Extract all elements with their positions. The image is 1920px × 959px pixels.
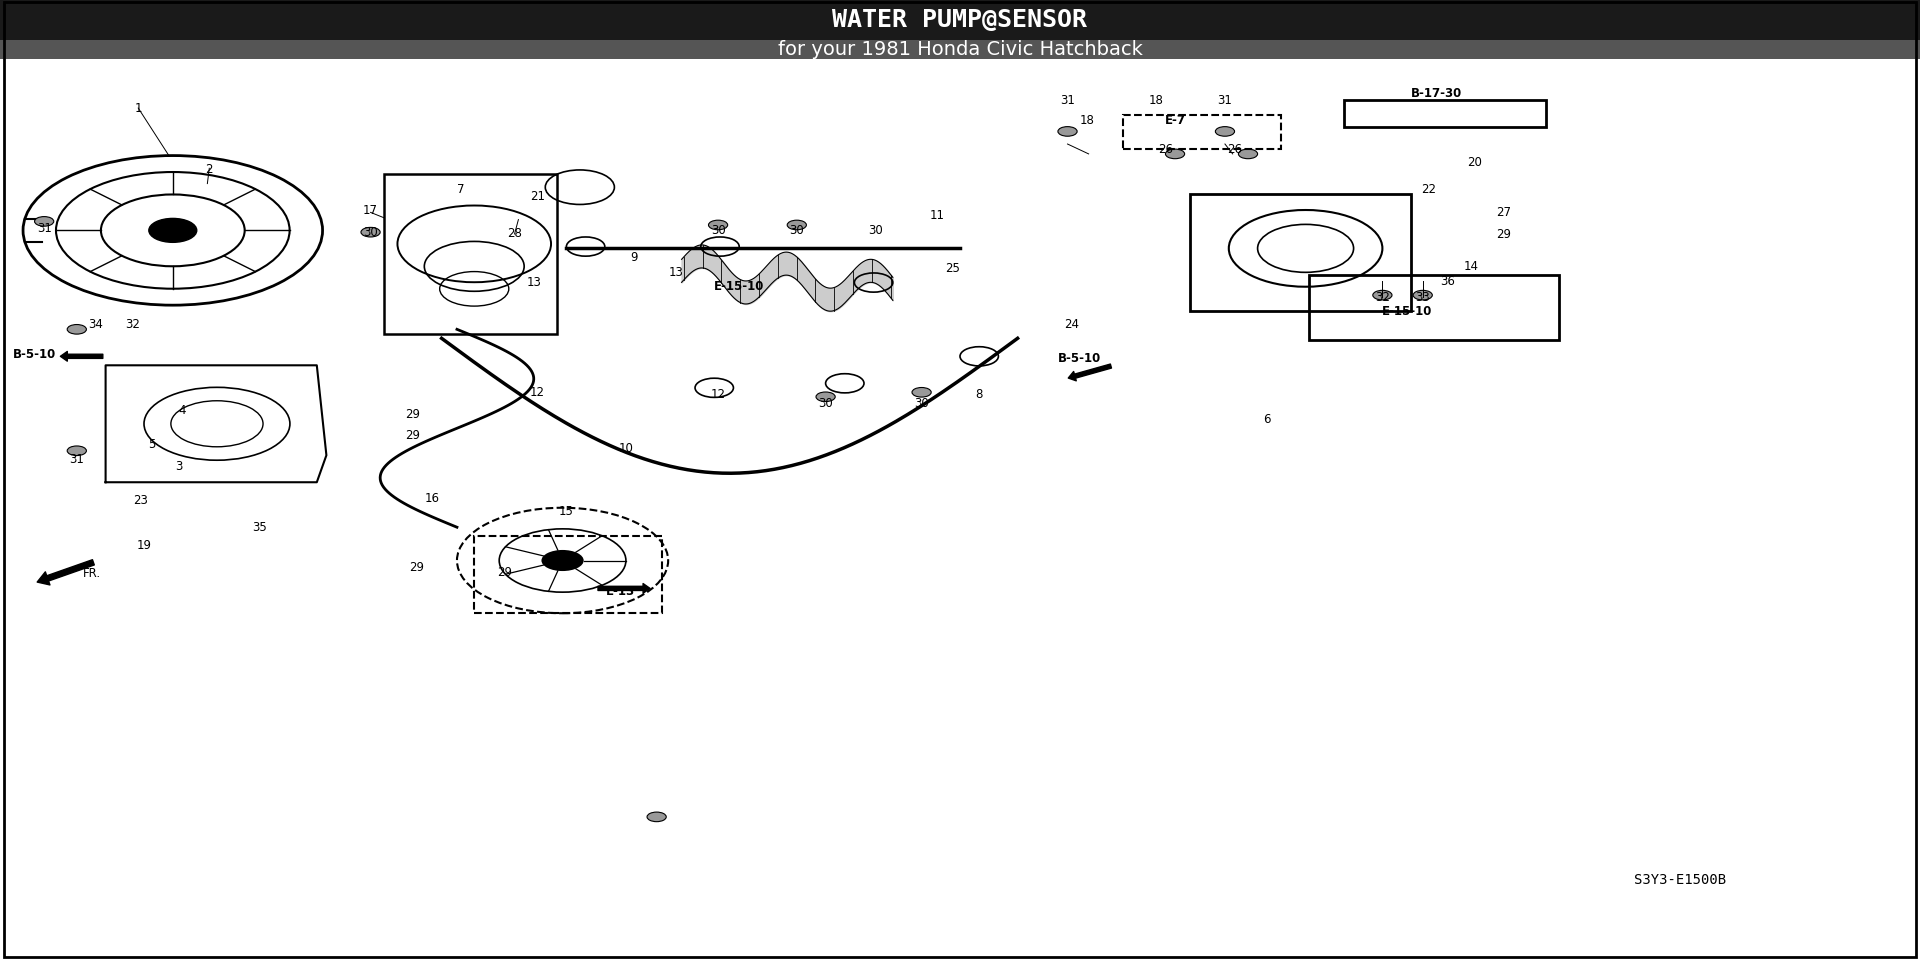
Text: 22: 22 <box>1421 183 1436 197</box>
Text: 20: 20 <box>1467 156 1482 170</box>
Circle shape <box>361 227 380 237</box>
Bar <box>1309 275 1559 340</box>
Text: 1: 1 <box>134 103 142 115</box>
Circle shape <box>647 812 666 822</box>
Text: 27: 27 <box>1496 206 1511 219</box>
Circle shape <box>787 221 806 230</box>
Text: 13: 13 <box>668 267 684 279</box>
Text: 30: 30 <box>914 397 929 409</box>
Text: 14: 14 <box>1463 260 1478 273</box>
Text: 21: 21 <box>530 190 545 202</box>
Circle shape <box>1373 291 1392 300</box>
Circle shape <box>708 221 728 230</box>
Text: 30: 30 <box>710 223 726 237</box>
Text: 4: 4 <box>179 404 186 417</box>
Text: 11: 11 <box>929 209 945 222</box>
Text: WATER PUMP@SENSOR: WATER PUMP@SENSOR <box>833 8 1087 33</box>
Text: 12: 12 <box>530 386 545 399</box>
Text: 31: 31 <box>1217 94 1233 107</box>
Circle shape <box>816 392 835 402</box>
Text: 7: 7 <box>457 183 465 197</box>
Text: 3: 3 <box>175 459 182 473</box>
Text: for your 1981 Honda Civic Hatchback: for your 1981 Honda Civic Hatchback <box>778 40 1142 59</box>
Text: 25: 25 <box>945 262 960 274</box>
Text: 6: 6 <box>1263 412 1271 426</box>
Text: 36: 36 <box>1440 275 1455 288</box>
Text: 24: 24 <box>1064 318 1079 331</box>
Text: 5: 5 <box>148 438 156 451</box>
Text: 29: 29 <box>409 561 424 574</box>
FancyArrowPatch shape <box>597 583 651 594</box>
Text: 33: 33 <box>1415 292 1430 304</box>
Text: 19: 19 <box>136 539 152 551</box>
Text: 10: 10 <box>618 442 634 456</box>
Text: 31: 31 <box>1060 94 1075 107</box>
Text: 17: 17 <box>363 204 378 217</box>
Circle shape <box>67 446 86 456</box>
Text: 15: 15 <box>559 505 574 519</box>
Text: E-15-10: E-15-10 <box>1382 305 1432 317</box>
Text: 30: 30 <box>868 223 883 237</box>
Bar <box>0 40 1920 59</box>
Bar <box>384 174 557 334</box>
Text: 13: 13 <box>526 276 541 289</box>
Text: 30: 30 <box>789 223 804 237</box>
Circle shape <box>1413 291 1432 300</box>
Text: 16: 16 <box>424 492 440 505</box>
Bar <box>1190 195 1411 312</box>
Text: S3Y3-E1500B: S3Y3-E1500B <box>1634 873 1726 887</box>
FancyArrowPatch shape <box>1068 364 1112 381</box>
Text: B-5-10: B-5-10 <box>13 348 56 361</box>
Text: E-7: E-7 <box>1165 114 1185 128</box>
Text: 34: 34 <box>88 318 104 331</box>
Text: 35: 35 <box>252 521 267 534</box>
Circle shape <box>35 217 54 226</box>
FancyArrowPatch shape <box>36 560 94 585</box>
Text: 32: 32 <box>125 318 140 331</box>
Text: 29: 29 <box>497 566 513 578</box>
Text: 9: 9 <box>630 251 637 264</box>
Circle shape <box>1058 127 1077 136</box>
Circle shape <box>912 387 931 397</box>
Text: 18: 18 <box>1079 114 1094 128</box>
Circle shape <box>150 219 196 243</box>
Bar <box>1344 100 1546 127</box>
Text: E-13: E-13 <box>605 586 636 598</box>
Text: 31: 31 <box>36 222 52 235</box>
Text: 29: 29 <box>1496 228 1511 242</box>
Text: E-15-10: E-15-10 <box>714 280 764 292</box>
Text: 23: 23 <box>132 494 148 506</box>
Text: 26: 26 <box>1158 143 1173 156</box>
Circle shape <box>1165 149 1185 158</box>
Circle shape <box>67 324 86 334</box>
Text: 31: 31 <box>69 454 84 466</box>
Text: 26: 26 <box>1227 143 1242 156</box>
Circle shape <box>1238 149 1258 158</box>
Bar <box>474 536 662 613</box>
Bar <box>1123 115 1281 150</box>
Text: 18: 18 <box>1148 94 1164 107</box>
Text: 30: 30 <box>363 225 378 239</box>
Text: 32: 32 <box>1375 292 1390 304</box>
Text: B-17-30: B-17-30 <box>1411 87 1461 100</box>
FancyArrowPatch shape <box>60 351 104 362</box>
Text: 30: 30 <box>818 397 833 409</box>
Text: 8: 8 <box>975 387 983 401</box>
Circle shape <box>1215 127 1235 136</box>
Text: B-5-10: B-5-10 <box>1058 352 1100 364</box>
Text: 2: 2 <box>205 163 213 175</box>
Text: FR.: FR. <box>83 568 102 580</box>
Text: 12: 12 <box>710 387 726 401</box>
Text: 28: 28 <box>507 227 522 241</box>
Text: 29: 29 <box>405 409 420 421</box>
Circle shape <box>541 550 584 571</box>
Text: 29: 29 <box>405 429 420 442</box>
Bar <box>0 0 1920 40</box>
